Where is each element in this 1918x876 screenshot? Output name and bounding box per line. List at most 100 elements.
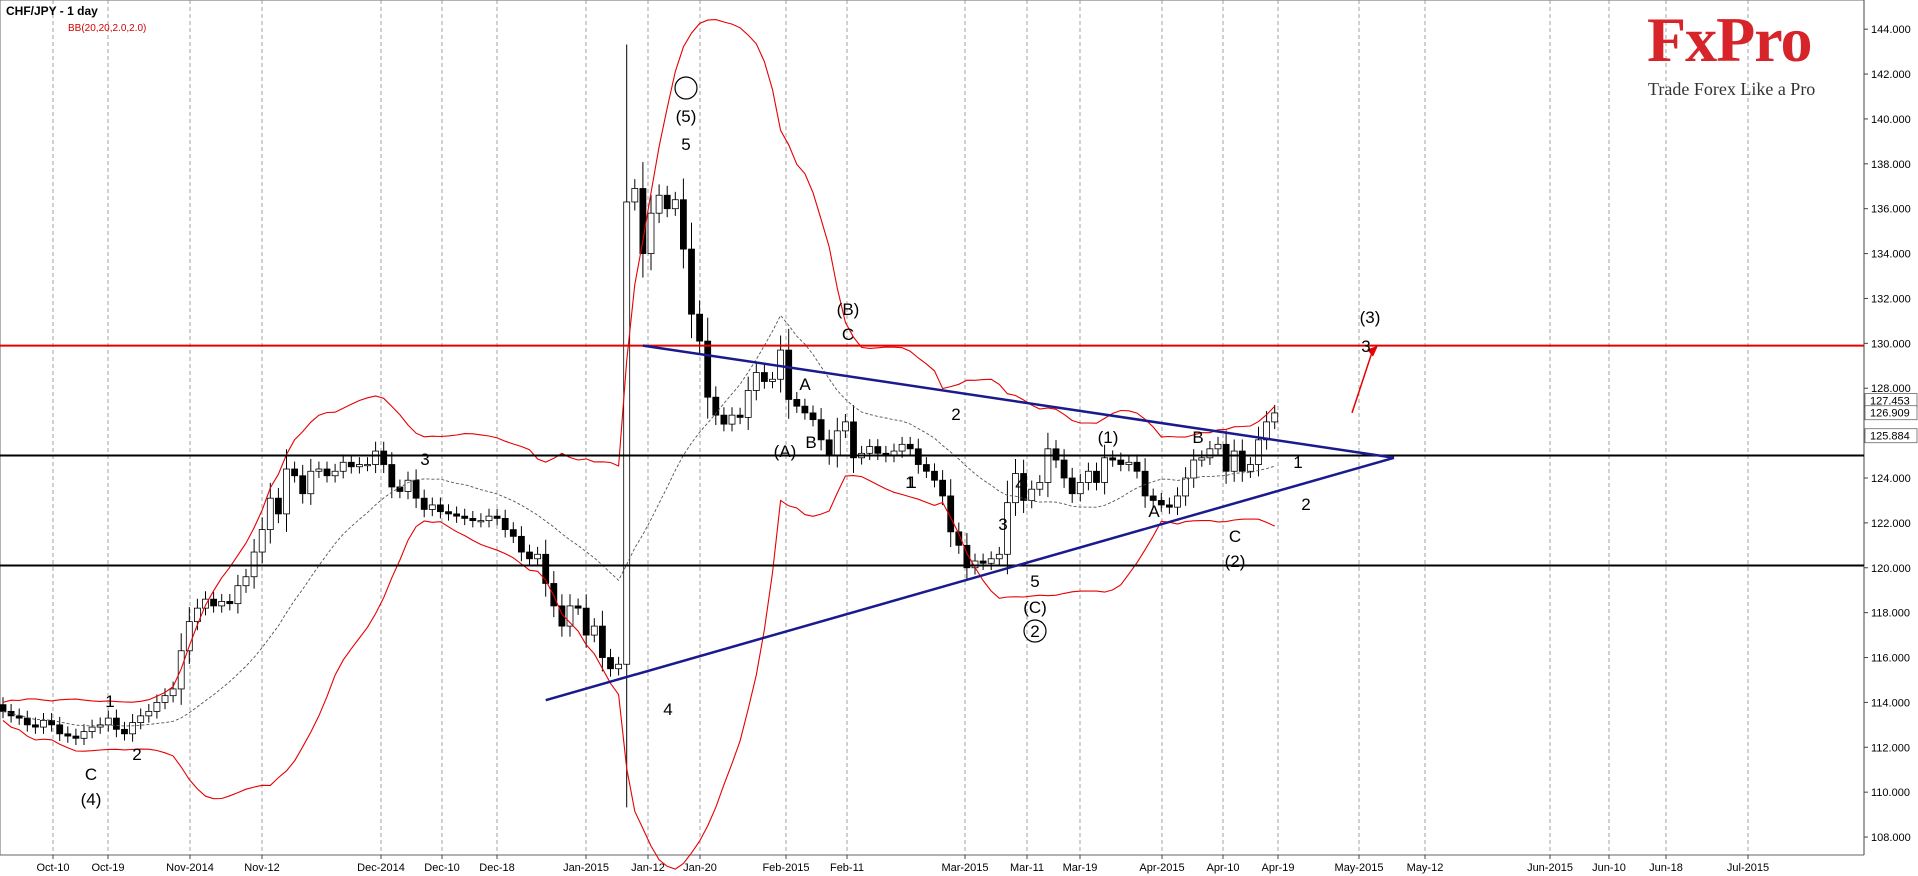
candle-body [469, 517, 477, 522]
x-tick-label: Jun-2015 [1527, 862, 1573, 874]
candle-body [793, 399, 801, 407]
x-tick-label: Jun-10 [1592, 862, 1626, 874]
candle-body [850, 421, 857, 459]
wave-label: A [799, 375, 811, 394]
candle-body [72, 735, 80, 739]
candle-body [680, 199, 687, 250]
candle-body [64, 733, 72, 737]
x-tick-label: Feb-11 [830, 862, 864, 874]
x-tick-label: Jul-2015 [1727, 862, 1769, 874]
candle-body [696, 313, 703, 342]
candle-body [1263, 421, 1270, 441]
wave-label: C [842, 325, 854, 344]
candle-body [1044, 448, 1052, 483]
x-tick-label: May-2015 [1335, 862, 1384, 874]
x-tick-label: Jun-18 [1649, 862, 1683, 874]
candle-body [1093, 470, 1100, 483]
wave-label: 1 [105, 692, 114, 711]
forecast-arrowhead [1367, 345, 1378, 357]
y-tick-label: 136.000 [1871, 204, 1911, 216]
y-tick-label: 112.000 [1871, 742, 1910, 754]
candle-body [23, 717, 31, 726]
candle-body [7, 710, 15, 717]
candle-body [663, 194, 671, 210]
candle-body [599, 625, 606, 658]
candle-body [728, 414, 736, 425]
candle-body [558, 605, 566, 627]
candle-body [542, 553, 550, 584]
candle-body [1060, 459, 1068, 479]
y-tick-label: 108.000 [1871, 832, 1911, 844]
fxpro-logo: FxPro [1647, 4, 1812, 75]
candle-body [671, 199, 679, 210]
price-tag-label: 127.453 [1870, 396, 1910, 408]
candle-body [121, 728, 128, 735]
wave-circle [1023, 619, 1047, 643]
wave-label: B [805, 433, 816, 452]
price-tag [1864, 428, 1918, 444]
candle-body [1206, 448, 1214, 459]
candle-body [1166, 504, 1173, 508]
y-tick-label: 120.000 [1871, 563, 1911, 575]
wave-label: 3 [420, 450, 429, 469]
wave-label: 2 [1301, 495, 1310, 514]
candle-body [420, 497, 428, 510]
candle-body [898, 443, 906, 452]
candle-body [477, 520, 485, 523]
candle-body [137, 715, 145, 723]
candle-body [242, 576, 250, 587]
y-tick-label: 132.000 [1871, 293, 1911, 305]
candle-body [428, 504, 436, 510]
x-tick-label: Oct-19 [91, 862, 124, 874]
candle-body [566, 605, 574, 627]
wave-label: 1 [905, 473, 914, 492]
x-tick-label: Jan-12 [631, 862, 665, 874]
x-tick-label: Apr-10 [1206, 862, 1239, 874]
x-tick-label: Dec-2014 [357, 862, 405, 874]
candle-body [979, 560, 987, 564]
y-tick-label: 130.000 [1871, 338, 1911, 350]
candle-body [590, 625, 598, 636]
x-tick-label: Feb-2015 [762, 862, 809, 874]
price-tag-label: 125.884 [1870, 431, 1910, 443]
candle-body [15, 715, 23, 719]
candle-body [202, 598, 209, 609]
candle-body [404, 479, 412, 492]
triangle-upper [642, 344, 1395, 460]
candle-body [1214, 443, 1222, 450]
candle-body [339, 461, 347, 472]
y-tick-label: 140.000 [1871, 114, 1911, 126]
candle-body [607, 657, 614, 670]
candle-body [1238, 450, 1246, 472]
candle-body [1125, 461, 1133, 465]
candle-body [1101, 457, 1108, 483]
candle-body [1149, 495, 1157, 501]
candle-body [809, 412, 817, 421]
x-tick-label: Apr-19 [1261, 862, 1294, 874]
candle-body [291, 468, 299, 477]
candle-body [32, 724, 39, 728]
y-tick-label: 138.000 [1871, 159, 1911, 171]
candle-body [210, 598, 218, 607]
candle-body [234, 585, 242, 605]
candle-body [518, 535, 525, 553]
candle-body [218, 601, 226, 607]
candle-body [1230, 450, 1238, 472]
candle-body [88, 726, 96, 732]
indicator-label: BB(20,20,2.0,2.0) [68, 23, 147, 34]
candle-body [825, 439, 833, 456]
candle-body [283, 468, 290, 515]
candle-body [372, 450, 380, 465]
candle-body [185, 621, 193, 652]
y-tick-label: 128.000 [1871, 383, 1911, 395]
candle-body [445, 511, 452, 515]
candle-body [947, 495, 955, 533]
candle-body [631, 188, 639, 203]
x-tick-label: Dec-10 [424, 862, 459, 874]
candle-body [987, 558, 995, 564]
candle-body [226, 601, 234, 605]
candle-body [1117, 459, 1125, 465]
wave-circle [674, 76, 698, 100]
candle-body [785, 349, 793, 400]
